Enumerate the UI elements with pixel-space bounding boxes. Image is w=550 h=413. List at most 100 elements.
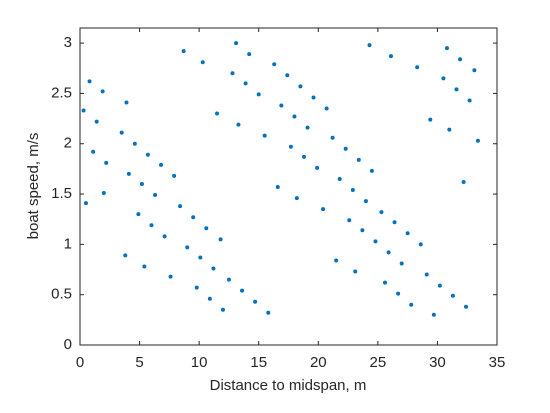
point	[418, 242, 423, 247]
point	[262, 133, 267, 138]
point	[315, 165, 320, 170]
x-tick-label: 15	[250, 354, 267, 371]
point	[311, 95, 316, 100]
point	[343, 146, 348, 151]
point	[185, 245, 190, 250]
x-tick-label: 5	[135, 354, 143, 371]
point	[379, 210, 384, 215]
point	[409, 302, 414, 307]
point	[181, 49, 186, 54]
point	[405, 231, 410, 236]
point	[444, 46, 449, 51]
point	[100, 89, 105, 94]
point	[321, 207, 326, 212]
point	[330, 135, 335, 140]
point	[383, 280, 388, 285]
point	[139, 181, 144, 186]
point	[441, 76, 446, 81]
point	[415, 65, 420, 70]
point	[191, 215, 196, 220]
point	[91, 149, 96, 154]
point	[392, 220, 397, 225]
point	[198, 255, 203, 260]
point	[220, 307, 225, 312]
point	[301, 154, 306, 159]
point	[194, 285, 199, 290]
point	[356, 157, 361, 162]
point	[399, 261, 404, 266]
point	[388, 54, 393, 59]
x-tick-label: 35	[489, 354, 506, 371]
y-tick-label: 3	[64, 34, 72, 51]
point	[204, 226, 209, 231]
point	[101, 191, 106, 196]
point	[145, 152, 150, 157]
y-axis-label: boat speed, m/s	[25, 133, 42, 240]
point	[149, 223, 154, 228]
point	[104, 160, 109, 165]
point	[207, 296, 212, 301]
point	[347, 218, 352, 223]
point	[275, 185, 280, 190]
point	[373, 239, 378, 244]
point	[94, 119, 99, 124]
point	[472, 68, 477, 73]
point	[83, 201, 88, 206]
point	[142, 264, 147, 269]
point	[369, 168, 374, 173]
point	[285, 73, 290, 78]
point	[324, 106, 329, 111]
plot-frame	[79, 27, 498, 346]
y-tick-label: 0	[64, 336, 72, 353]
point	[467, 98, 472, 103]
point	[363, 199, 368, 204]
point	[454, 87, 459, 92]
y-tick-label: 1	[64, 235, 72, 252]
point	[461, 179, 466, 184]
point	[226, 277, 231, 282]
point	[305, 125, 310, 130]
point	[288, 144, 293, 149]
point	[132, 141, 137, 146]
point	[243, 81, 248, 86]
point	[353, 269, 358, 274]
point	[81, 108, 86, 113]
point	[367, 43, 372, 48]
point	[272, 62, 277, 67]
point	[279, 103, 284, 108]
point	[253, 299, 258, 304]
point	[464, 304, 469, 309]
x-tick-label: 10	[191, 354, 208, 371]
point	[168, 274, 173, 279]
point	[447, 127, 452, 132]
point	[428, 117, 433, 122]
point	[386, 250, 391, 255]
point	[437, 283, 442, 288]
point	[256, 92, 261, 97]
point	[475, 138, 480, 143]
x-tick-label: 0	[76, 354, 84, 371]
point	[200, 60, 205, 65]
point	[172, 173, 177, 178]
point	[124, 100, 129, 105]
point	[266, 310, 271, 315]
point	[396, 291, 401, 296]
point	[240, 288, 245, 293]
point	[159, 162, 164, 167]
point	[337, 176, 342, 181]
x-tick-label: 25	[370, 354, 387, 371]
point	[431, 312, 436, 317]
point	[360, 228, 365, 233]
point	[424, 272, 429, 277]
point	[292, 114, 297, 119]
point	[450, 293, 455, 298]
y-tick-label: 2.5	[51, 84, 72, 101]
point	[230, 71, 235, 76]
x-axis-label: Distance to midspan, m	[210, 377, 367, 394]
x-tick-label: 30	[429, 354, 446, 371]
point	[119, 130, 124, 135]
point	[334, 258, 339, 263]
point	[247, 52, 252, 57]
point	[178, 204, 183, 209]
